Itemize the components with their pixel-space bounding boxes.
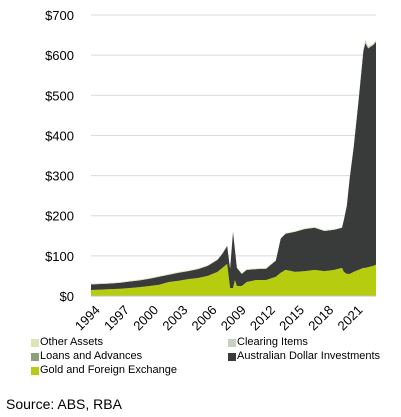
legend-label-gold-and-foreign-exchange: Gold and Foreign Exchange xyxy=(40,364,177,376)
y-tick-label: $200 xyxy=(45,209,74,224)
legend-label-other-assets: Other Assets xyxy=(40,336,103,348)
x-tick-label: 2018 xyxy=(305,302,336,333)
y-tick-label: $600 xyxy=(45,48,74,63)
y-tick-label: $700 xyxy=(45,8,74,23)
legend-label-australian-dollar-investments: Australian Dollar Investments xyxy=(237,350,381,362)
legend-item-other-assets: Other Assets xyxy=(31,336,103,349)
x-tick-label: 1994 xyxy=(72,302,103,333)
y-tick-label: $300 xyxy=(45,169,74,184)
legend-item-clearing-items: Clearing Items xyxy=(228,336,308,349)
legend-label-clearing-items: Clearing Items xyxy=(237,336,308,348)
legend-label-loans-and-advances: Loans and Advances xyxy=(40,350,143,362)
legend-swatch-clearing-items xyxy=(228,338,236,347)
x-tick-label: 1997 xyxy=(101,302,132,333)
area-australian-dollar-investments xyxy=(91,41,376,290)
legend-item-loans-and-advances: Loans and Advances xyxy=(31,350,142,363)
x-tick-label: 2015 xyxy=(276,302,307,333)
legend-swatch-gold-and-foreign-exchange xyxy=(31,366,39,375)
source-note: Source: ABS, RBA xyxy=(6,396,122,412)
legend-item-australian-dollar-investments: Australian Dollar Investments xyxy=(228,350,380,363)
y-tick-label: $100 xyxy=(45,249,74,264)
legend-swatch-other-assets xyxy=(31,338,39,347)
x-tick-label: 2003 xyxy=(159,302,190,333)
x-tick-label: 2021 xyxy=(334,302,365,333)
legend-swatch-loans-and-advances xyxy=(31,352,39,361)
legend-item-gold-and-foreign-exchange: Gold and Foreign Exchange xyxy=(31,364,177,377)
y-tick-label: $400 xyxy=(45,128,74,143)
gridlines xyxy=(91,14,376,297)
y-tick-label: $500 xyxy=(45,88,74,103)
legend-swatch-australian-dollar-investments xyxy=(228,352,236,361)
x-tick-label: 2006 xyxy=(189,302,220,333)
area-gold-and-foreign-exchange xyxy=(91,263,376,296)
chart: $0$100$200$300$400$500$600$700 199419972… xyxy=(45,8,376,333)
stacked-areas xyxy=(91,39,376,296)
x-tick-label: 2009 xyxy=(218,302,249,333)
y-tick-label: $0 xyxy=(60,289,74,304)
y-axis-tick-labels: $0 $100 $200 $300 $400 $500 $600 $700 xyxy=(45,8,74,304)
legend: Other Assets Clearing Items Loans and Ad… xyxy=(0,336,401,380)
x-tick-label: 2000 xyxy=(130,302,161,333)
x-tick-label: 2012 xyxy=(247,302,278,333)
